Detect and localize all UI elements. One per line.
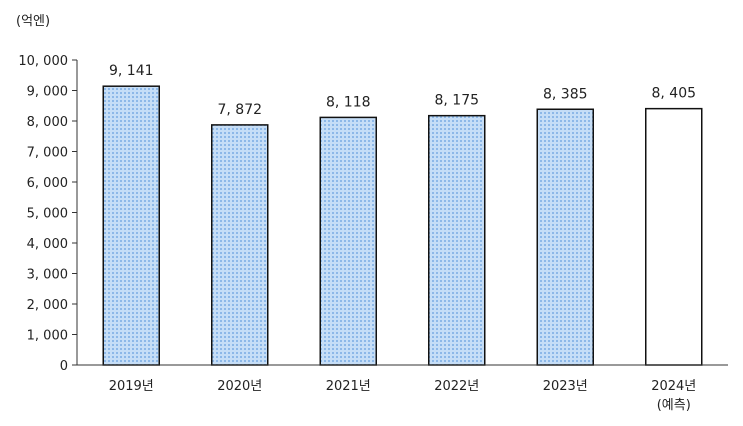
y-tick-label: 5, 000 bbox=[27, 207, 68, 222]
data-label: 8, 405 bbox=[651, 86, 696, 102]
data-label: 7, 872 bbox=[217, 102, 262, 118]
data-label: 9, 141 bbox=[109, 63, 154, 79]
bar-2021년 bbox=[319, 116, 377, 366]
bar-2020년 bbox=[211, 124, 269, 366]
x-tick-label: 2021년 bbox=[326, 379, 371, 394]
y-tick-label: 3, 000 bbox=[27, 268, 68, 283]
data-labels: 9, 141 7, 872 8, 118 8, 175 8, 385 8, 405 bbox=[109, 63, 696, 118]
data-label: 8, 118 bbox=[326, 94, 371, 110]
bars bbox=[102, 85, 703, 366]
unit-label: (억엔) bbox=[16, 14, 50, 29]
y-tick-label: 9, 000 bbox=[27, 85, 68, 100]
y-tick-label: 7, 000 bbox=[27, 146, 68, 161]
bar-2024년 bbox=[645, 107, 703, 366]
y-tick-label: 10, 000 bbox=[18, 54, 68, 69]
x-tick-label: 2024년 bbox=[651, 379, 696, 394]
y-tick-label: 8, 000 bbox=[27, 115, 68, 130]
x-tick-note: (예측) bbox=[657, 398, 691, 413]
y-tick-label: 0 bbox=[60, 359, 68, 374]
y-axis: 0 1, 000 2, 000 3, 000 4, 000 5, 000 6, 000 7, … bbox=[18, 54, 78, 374]
x-tick-label: 2020년 bbox=[217, 379, 262, 394]
y-tick-label: 6, 000 bbox=[27, 176, 68, 191]
bar-2019년 bbox=[102, 85, 160, 366]
x-tick-label: 2022년 bbox=[434, 379, 479, 394]
y-tick-label: 1, 000 bbox=[27, 329, 68, 344]
x-tick-label: 2023년 bbox=[543, 379, 588, 394]
x-tick-label: 2019년 bbox=[109, 379, 154, 394]
bar-2023년 bbox=[536, 108, 594, 366]
x-axis: 2019년 2020년 2021년 2022년 2023년 2024년 (예측) bbox=[77, 364, 728, 413]
y-tick-label: 4, 000 bbox=[27, 237, 68, 252]
y-tick-label: 2, 000 bbox=[27, 298, 68, 313]
data-label: 8, 175 bbox=[434, 93, 479, 109]
data-label: 8, 385 bbox=[543, 86, 588, 102]
bar-2022년 bbox=[428, 114, 486, 366]
